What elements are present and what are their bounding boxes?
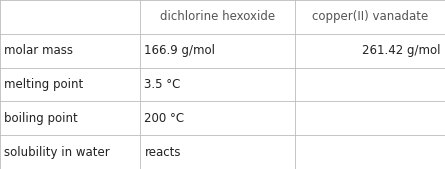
Text: molar mass: molar mass — [4, 44, 73, 57]
Text: reacts: reacts — [145, 146, 181, 159]
Text: dichlorine hexoxide: dichlorine hexoxide — [160, 10, 275, 23]
Text: 261.42 g/mol: 261.42 g/mol — [362, 44, 441, 57]
Text: melting point: melting point — [4, 78, 84, 91]
Text: solubility in water: solubility in water — [4, 146, 110, 159]
Text: copper(II) vanadate: copper(II) vanadate — [312, 10, 428, 23]
Text: 166.9 g/mol: 166.9 g/mol — [145, 44, 215, 57]
Text: boiling point: boiling point — [4, 112, 78, 125]
Text: 200 °C: 200 °C — [145, 112, 185, 125]
Text: 3.5 °C: 3.5 °C — [145, 78, 181, 91]
